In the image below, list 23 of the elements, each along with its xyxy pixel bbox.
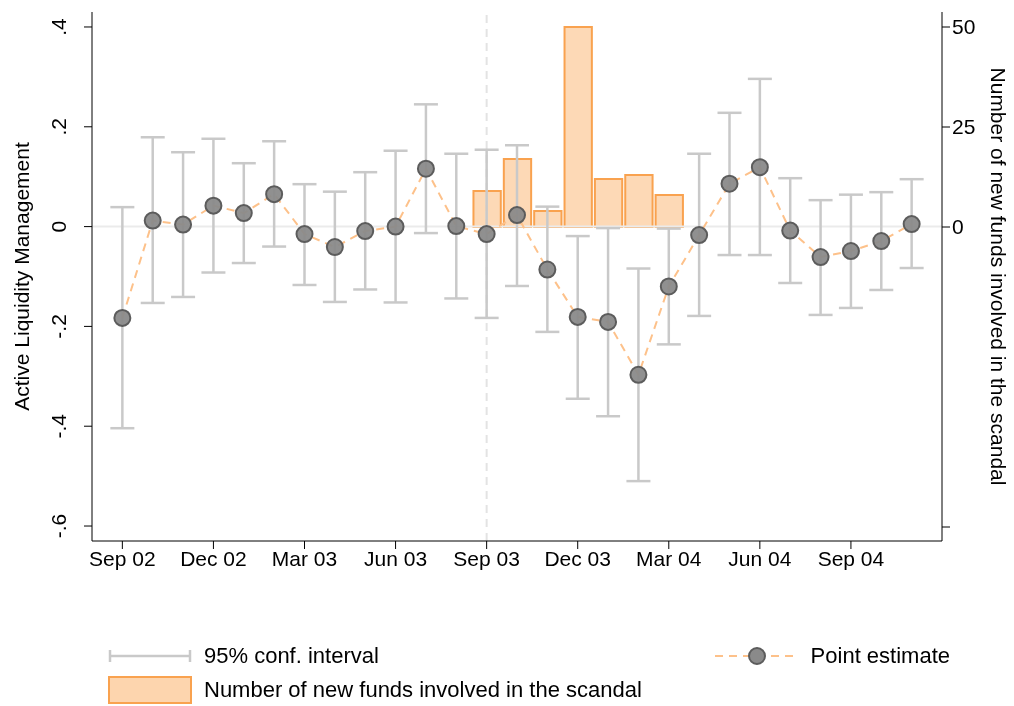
y2-axis-title: Number of new funds involved in the scandal: [986, 67, 1010, 486]
x-tick-label: Mar 03: [271, 546, 338, 570]
y-tick-label: -.4: [47, 413, 70, 439]
x-tick-label: Jun 03: [364, 546, 428, 570]
x-tick-label: Dec 02: [180, 546, 247, 570]
y-tick-label: .4: [47, 17, 70, 36]
y-tick-label: -.6: [47, 513, 70, 539]
text: 95% conf. interval: [204, 643, 379, 669]
y-tick-label: .2: [47, 118, 70, 136]
y2-tick-label: 25: [952, 115, 976, 139]
y2-tick-label: 50: [952, 15, 976, 39]
y-tick-label: 0: [47, 220, 70, 233]
x-tick-label: Sep 04: [817, 546, 885, 570]
x-tick-label: Dec 03: [544, 546, 611, 570]
y2-tick-label: 0: [952, 215, 964, 239]
y-tick-label: -.2: [47, 314, 70, 339]
legend-label: Point estimate: [810, 643, 950, 669]
y-axis-title: Active Liquidity Management: [10, 142, 34, 411]
legend-label: Number of new funds involved in the scandal: [204, 677, 642, 703]
x-tick-label: Mar 04: [636, 546, 702, 570]
x-tick-label: Sep 02: [89, 546, 156, 570]
x-tick-label: Jun 04: [728, 546, 792, 570]
x-tick-label: Sep 03: [453, 546, 520, 570]
